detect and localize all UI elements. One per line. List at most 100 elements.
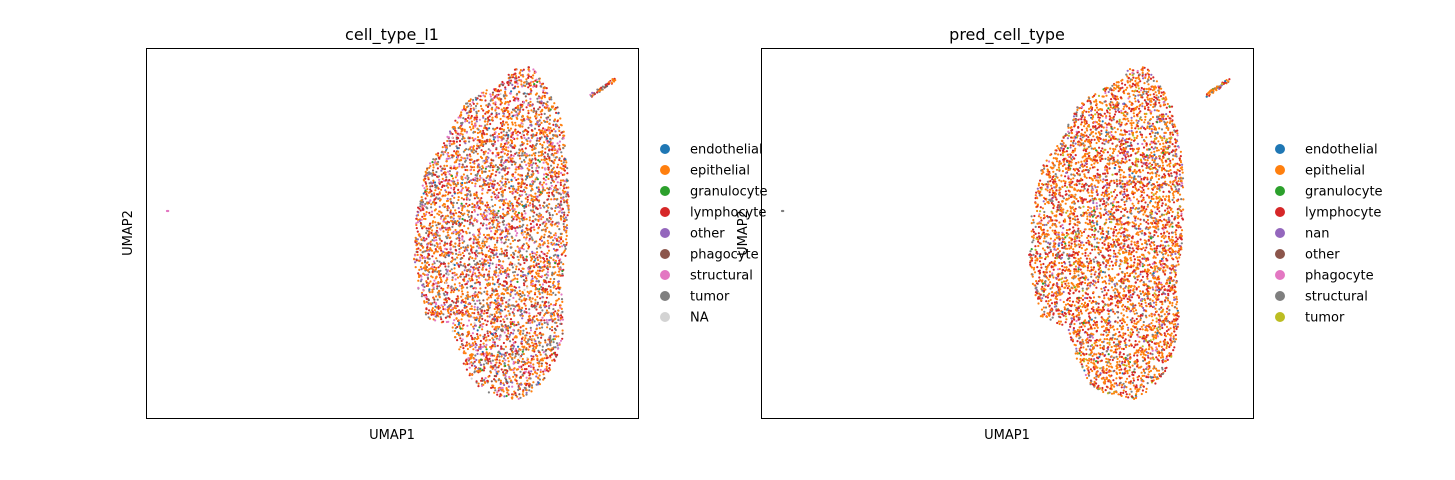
scatter-point bbox=[427, 282, 430, 285]
scatter-point bbox=[542, 373, 545, 376]
scatter-point bbox=[507, 329, 510, 332]
scatter-point bbox=[554, 253, 557, 256]
scatter-point bbox=[565, 200, 568, 203]
scatter-point bbox=[488, 264, 491, 267]
scatter-point bbox=[456, 147, 459, 150]
scatter-point bbox=[519, 74, 523, 77]
scatter-point bbox=[523, 284, 526, 287]
scatter-point bbox=[485, 292, 488, 295]
scatter-point bbox=[487, 375, 490, 378]
scatter-point bbox=[507, 73, 510, 76]
scatter-point bbox=[533, 211, 536, 214]
scatter-point bbox=[507, 385, 510, 388]
scatter-point bbox=[527, 68, 530, 71]
scatter-point bbox=[472, 268, 475, 271]
scatter-point bbox=[471, 206, 474, 209]
scatter-point bbox=[504, 202, 507, 205]
scatter-point bbox=[482, 238, 485, 241]
scatter-point bbox=[469, 221, 472, 224]
scatter-point bbox=[514, 392, 517, 395]
scatter-point bbox=[503, 308, 507, 311]
scatter-point bbox=[559, 183, 563, 187]
scatter-point bbox=[494, 332, 497, 335]
scatter-point bbox=[477, 382, 480, 385]
scatter-point bbox=[464, 109, 467, 112]
scatter-point bbox=[566, 167, 569, 170]
scatter-point bbox=[551, 214, 554, 217]
scatter-point bbox=[417, 279, 420, 282]
scatter-point bbox=[487, 152, 490, 155]
scatter-point bbox=[554, 262, 557, 265]
scatter-point bbox=[465, 181, 468, 184]
scatter-point bbox=[545, 116, 548, 119]
scatter-point bbox=[554, 293, 557, 296]
scatter-point bbox=[541, 345, 544, 348]
scatter-point bbox=[498, 206, 502, 209]
scatter-point bbox=[504, 97, 507, 100]
scatter-point bbox=[492, 384, 495, 387]
scatter-point bbox=[490, 159, 493, 162]
scatter-point bbox=[509, 355, 512, 358]
scatter-point bbox=[478, 359, 481, 362]
scatter-point bbox=[491, 318, 494, 321]
scatter-point bbox=[483, 380, 486, 383]
scatter-point bbox=[528, 216, 532, 219]
scatter-point bbox=[535, 372, 539, 375]
scatter-point bbox=[531, 275, 534, 278]
scatter-point bbox=[493, 283, 496, 286]
scatter-point bbox=[491, 108, 494, 111]
scatter-point bbox=[561, 240, 565, 243]
scatter-point bbox=[507, 257, 510, 260]
scatter-point bbox=[553, 327, 557, 330]
scatter-point bbox=[508, 313, 511, 316]
scatter-point bbox=[546, 290, 549, 294]
scatter-point bbox=[516, 191, 519, 194]
scatter-point bbox=[429, 172, 432, 175]
scatter-point bbox=[517, 99, 520, 102]
scatter-point bbox=[538, 80, 541, 83]
scatter-point bbox=[474, 340, 477, 343]
scatter-point bbox=[563, 213, 566, 216]
scatter-point bbox=[534, 71, 537, 74]
scatter-point bbox=[497, 151, 500, 154]
scatter-point bbox=[562, 243, 566, 246]
scatter-point bbox=[526, 286, 529, 289]
scatter-point bbox=[538, 344, 541, 347]
scatter-point bbox=[525, 250, 528, 253]
scatter-point bbox=[538, 129, 542, 132]
scatter-point bbox=[499, 89, 502, 92]
scatter-point bbox=[416, 253, 419, 256]
scatter-point bbox=[447, 320, 450, 323]
scatter-point bbox=[483, 180, 486, 184]
scatter-point bbox=[460, 318, 463, 321]
scatter-point bbox=[555, 239, 559, 242]
scatter-point bbox=[443, 184, 446, 187]
scatter-point bbox=[473, 292, 476, 295]
scatter-point bbox=[485, 156, 488, 159]
scatter-point bbox=[526, 142, 529, 146]
scatter-point bbox=[530, 194, 533, 198]
scatter-point bbox=[507, 303, 510, 306]
scatter-point bbox=[561, 332, 564, 335]
scatter-point bbox=[482, 335, 485, 338]
scatter-point bbox=[544, 151, 547, 154]
scatter-point bbox=[495, 170, 498, 173]
scatter-point bbox=[521, 306, 524, 309]
scatter-point bbox=[544, 131, 547, 134]
scatter-point bbox=[551, 325, 554, 329]
scatter-point bbox=[536, 121, 539, 124]
scatter-point bbox=[491, 276, 494, 279]
scatter-point bbox=[509, 117, 512, 120]
scatter-point bbox=[517, 112, 521, 115]
scatter-point bbox=[530, 89, 533, 92]
scatter-point bbox=[556, 344, 559, 347]
scatter-point bbox=[468, 180, 471, 184]
scatter-point bbox=[550, 181, 553, 184]
scatter-point bbox=[552, 341, 555, 344]
scatter-point bbox=[523, 339, 526, 342]
scatter-point bbox=[462, 198, 465, 201]
scatter-point bbox=[425, 300, 428, 303]
scatter-point bbox=[481, 171, 484, 174]
scatter-point bbox=[476, 142, 479, 145]
scatter-point bbox=[473, 305, 476, 308]
